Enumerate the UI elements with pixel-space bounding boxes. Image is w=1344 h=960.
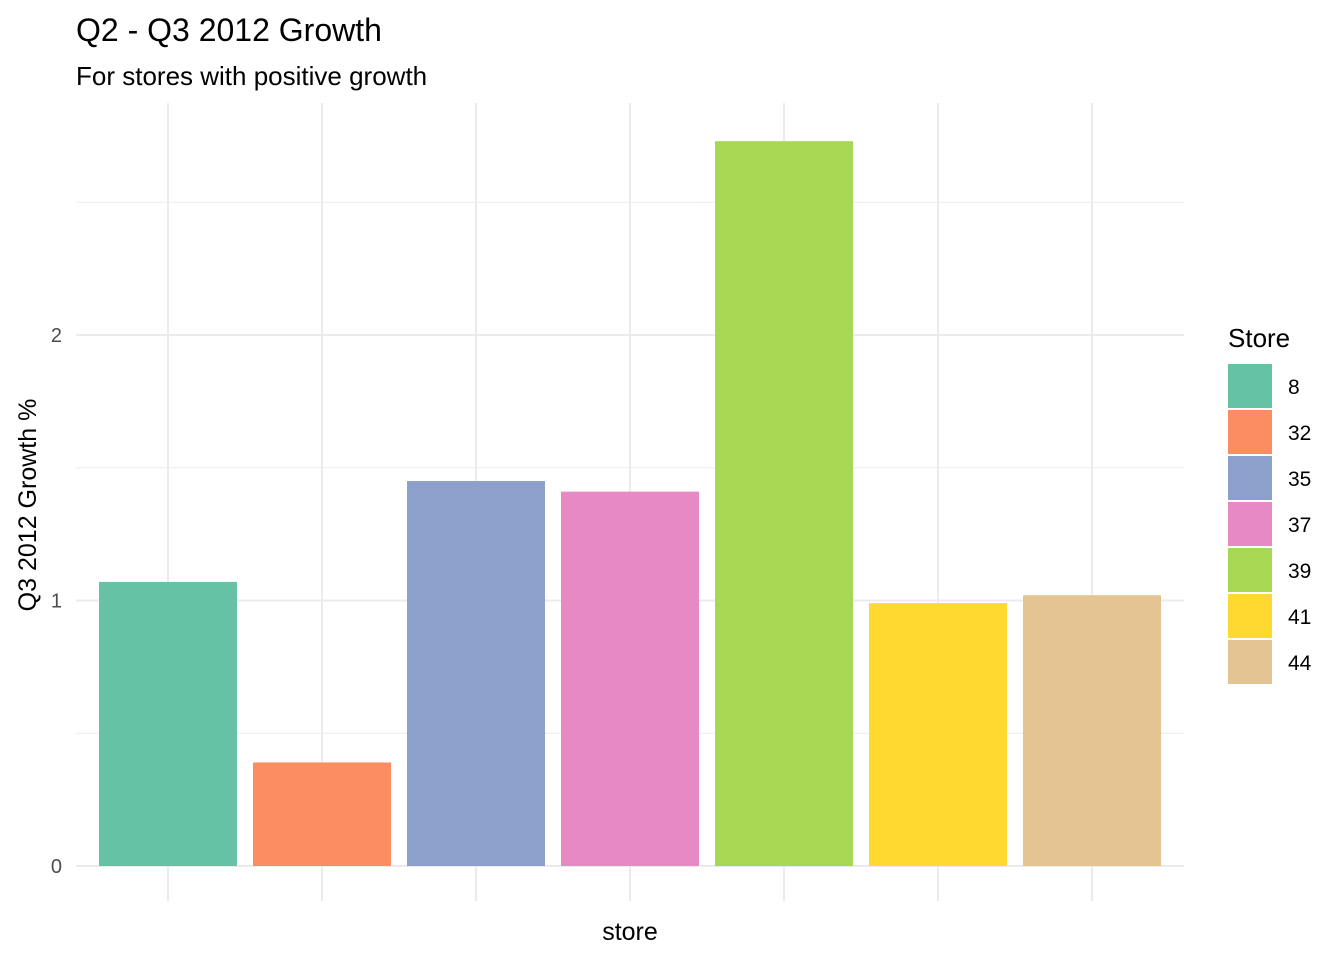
x-axis-label: store — [602, 918, 658, 946]
bar-store-44 — [1023, 595, 1161, 866]
legend-label-32: 32 — [1288, 422, 1311, 445]
y-tick-label: 2 — [51, 325, 62, 347]
legend-label-39: 39 — [1288, 560, 1311, 583]
bar-store-35 — [407, 481, 545, 866]
chart-title: Q2 - Q3 2012 Growth — [76, 12, 382, 48]
legend-key-41 — [1228, 594, 1272, 638]
bar-store-8 — [99, 581, 237, 866]
legend-title: Store — [1228, 323, 1290, 353]
bar-store-39 — [715, 141, 853, 866]
bar-store-41 — [869, 603, 1007, 866]
y-tick-label: 1 — [51, 591, 62, 613]
legend-key-8 — [1228, 364, 1272, 408]
legend-key-37 — [1228, 502, 1272, 546]
legend-key-39 — [1228, 548, 1272, 592]
bar-store-32 — [253, 762, 391, 866]
bar-store-37 — [561, 491, 699, 866]
legend-key-32 — [1228, 410, 1272, 454]
y-tick-label: 0 — [51, 856, 62, 878]
y-tick-labels: 0 1 2 — [51, 325, 62, 878]
bars — [99, 141, 1161, 866]
legend-key-44 — [1228, 640, 1272, 684]
chart-subtitle: For stores with positive growth — [76, 61, 427, 91]
legend-key-35 — [1228, 456, 1272, 500]
legend-label-44: 44 — [1288, 652, 1312, 675]
legend-label-41: 41 — [1288, 606, 1311, 629]
legend-label-35: 35 — [1288, 468, 1311, 491]
legend: Store 8 32 35 37 39 41 44 — [1228, 323, 1312, 684]
legend-label-8: 8 — [1288, 376, 1300, 399]
legend-label-37: 37 — [1288, 514, 1311, 537]
y-axis-label: Q3 2012 Growth % — [14, 399, 42, 612]
